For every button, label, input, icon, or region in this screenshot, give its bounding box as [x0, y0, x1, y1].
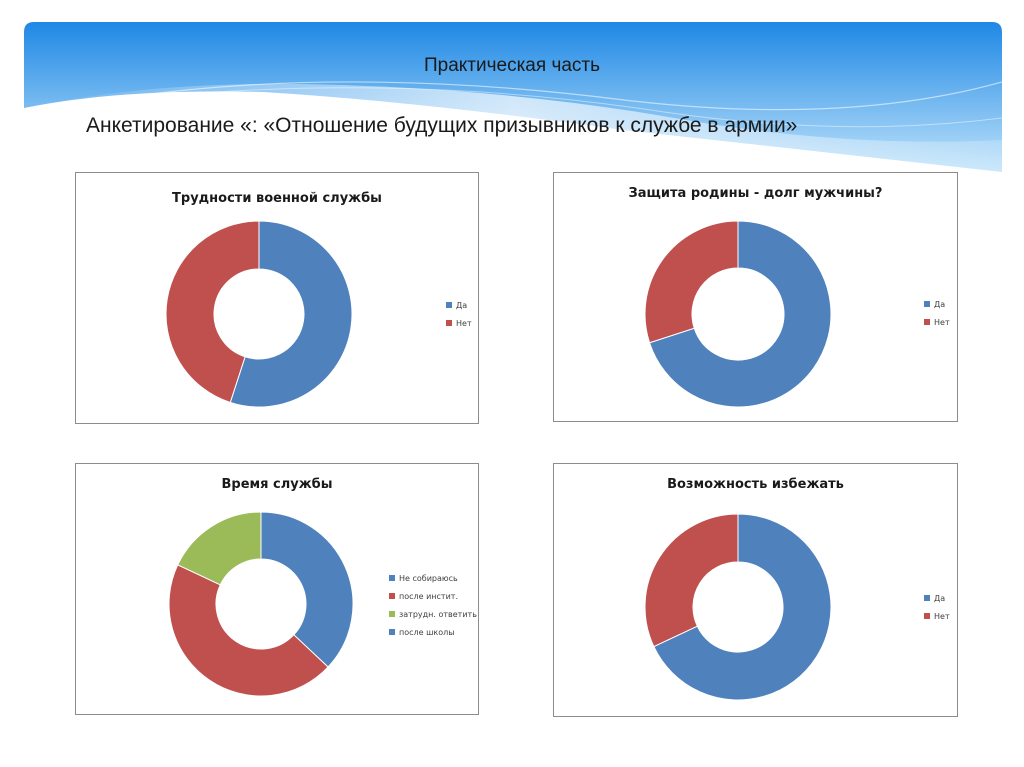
banner-graphic: [24, 22, 1002, 172]
legend-label: Нет: [934, 317, 950, 327]
donut-chart: [168, 511, 354, 697]
chart-title: Возможность избежать: [667, 477, 844, 492]
legend-item: Нет: [446, 314, 472, 332]
donut-slice-1: [653, 513, 832, 701]
legend-label: Нет: [456, 318, 472, 328]
chart-legend: Да Нет: [924, 589, 950, 625]
donut-chart: [644, 513, 832, 701]
donut-slice-2: [644, 513, 739, 648]
legend-swatch: [924, 301, 930, 307]
donut-slice-1: [648, 220, 832, 408]
legend-swatch: [924, 613, 930, 619]
donut-slice-2: [644, 220, 739, 344]
chart-title: Защита родины - долг мужчины?: [628, 186, 883, 201]
legend-label: Да: [934, 299, 946, 309]
legend-label: после инстит.: [399, 591, 458, 601]
chart-vozmozhnost: Возможность избежать Да Нет: [553, 463, 958, 717]
legend-item: после инстит.: [389, 587, 477, 605]
legend-swatch: [924, 595, 930, 601]
header-banner: [24, 22, 1002, 172]
donut-slice-2: [168, 564, 329, 697]
legend-swatch: [924, 319, 930, 325]
chart-legend: Да Нет: [924, 295, 950, 331]
donut-slice-3: [177, 511, 262, 586]
legend-label: Нет: [934, 611, 950, 621]
legend-label: Да: [456, 300, 468, 310]
legend-item: затрудн. ответить: [389, 605, 477, 623]
chart-trudnosti: Трудности военной службы Да Нет: [75, 172, 479, 424]
legend-label: затрудн. ответить: [399, 609, 477, 619]
donut-chart: [165, 220, 353, 408]
legend-swatch: [389, 593, 395, 599]
legend-item: после школы: [389, 623, 477, 641]
legend-swatch: [446, 302, 452, 308]
donut-slice-1: [229, 220, 353, 408]
legend-swatch: [389, 629, 395, 635]
legend-label: Да: [934, 593, 946, 603]
slide-subtitle: Анкетирование «: «Отношение будущих приз…: [86, 114, 798, 137]
chart-vremya: Время службы Не собираюсь после инстит. за…: [75, 463, 479, 715]
chart-title: Время службы: [221, 477, 333, 492]
legend-swatch: [389, 575, 395, 581]
legend-item: Нет: [924, 607, 950, 625]
legend-item: Нет: [924, 313, 950, 331]
legend-swatch: [389, 611, 395, 617]
slide-title: Практическая часть: [423, 55, 601, 76]
legend-swatch: [446, 320, 452, 326]
chart-legend: Не собираюсь после инстит. затрудн. ответи…: [389, 569, 477, 641]
legend-item: Да: [446, 296, 472, 314]
legend-label: после школы: [399, 627, 455, 637]
legend-label: Не собираюсь: [399, 573, 458, 583]
donut-slice-1: [260, 511, 354, 668]
legend-item: Да: [924, 295, 950, 313]
legend-item: Да: [924, 589, 950, 607]
chart-legend: Да Нет: [446, 296, 472, 332]
donut-slice-2: [165, 220, 260, 404]
donut-chart: [644, 220, 832, 408]
chart-title: Трудности военной службы: [172, 191, 382, 206]
legend-item: Не собираюсь: [389, 569, 477, 587]
chart-zashchita: Защита родины - долг мужчины? Да Нет: [553, 172, 958, 422]
